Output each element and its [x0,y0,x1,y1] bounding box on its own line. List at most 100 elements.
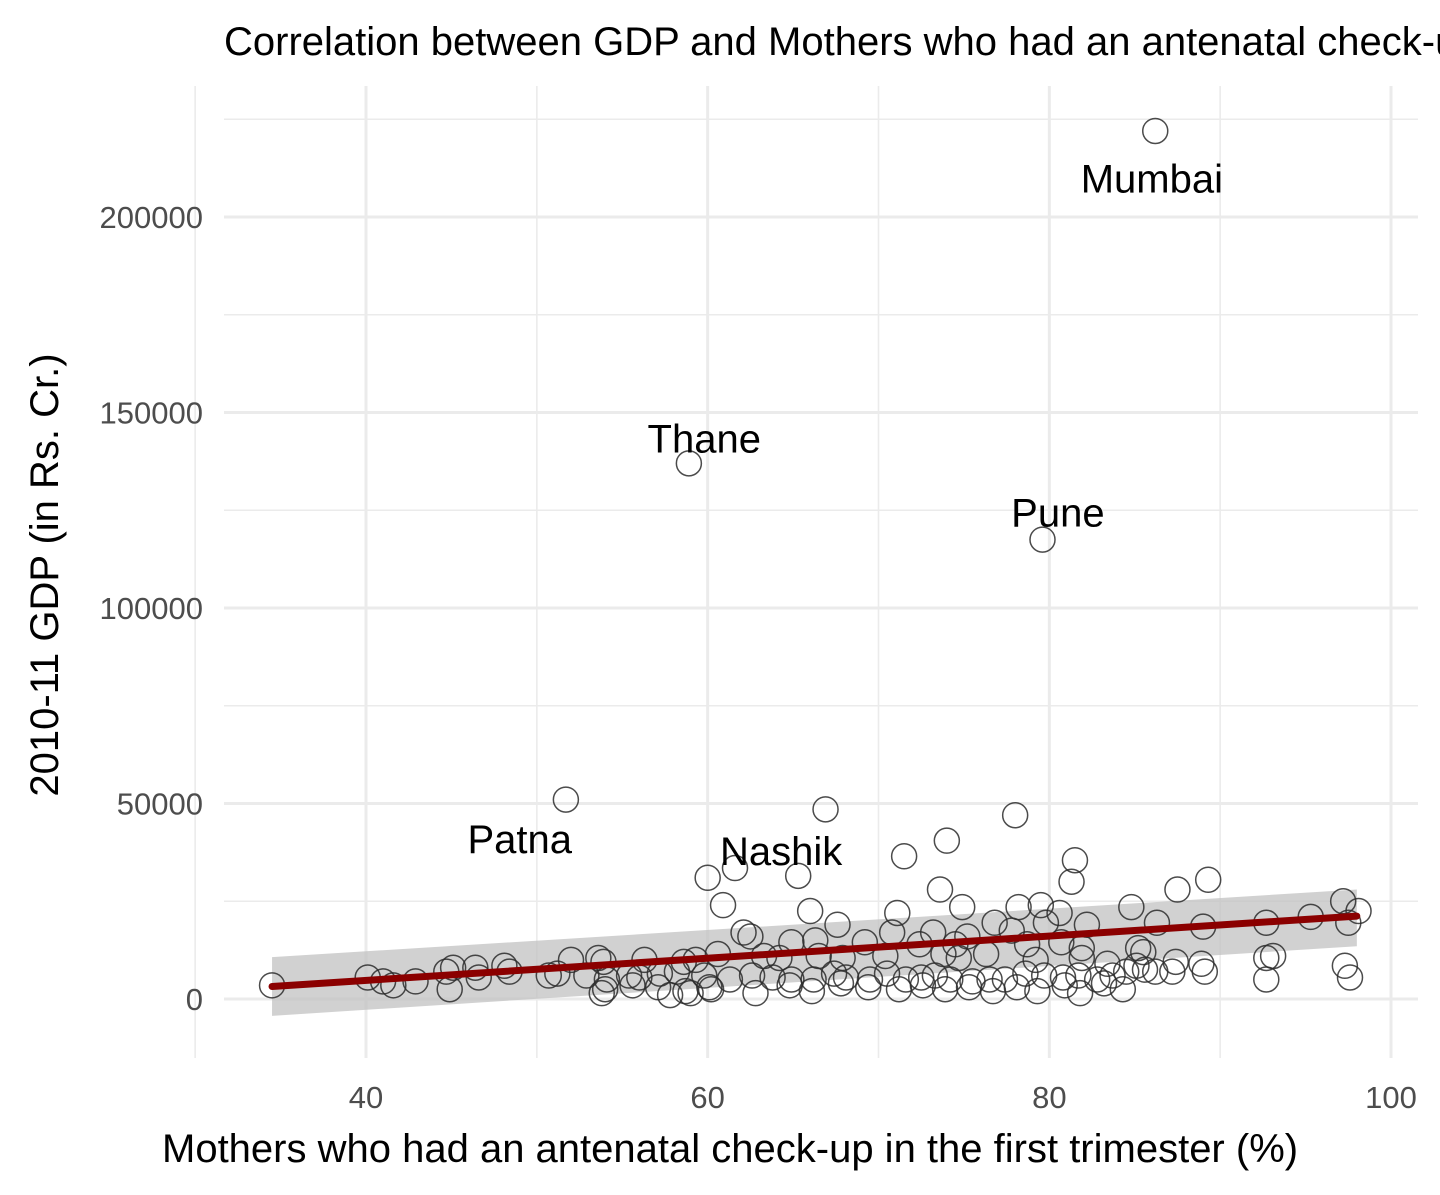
data-point [1142,958,1169,985]
point-annotations: Mumbai Thane Pune Patna Nashik [467,157,1222,874]
data-point [856,966,884,993]
x-tick-label: 100 [1365,1080,1417,1115]
data-point [907,964,935,991]
data-point [1335,909,1362,937]
axis-tick-labels: 40 60 80 100 0 50000 100000 150000 200000 [100,200,1417,1115]
y-tick-label: 50000 [117,787,203,822]
y-tick-label: 150000 [100,396,203,431]
data-point [677,979,704,1007]
data-point [892,966,920,993]
data-point [544,960,571,987]
data-point [656,981,684,1009]
data-point [697,975,725,1003]
data-point [696,974,723,1001]
data-point [1001,801,1029,829]
data-point [1048,929,1075,956]
data-point [1094,950,1121,978]
data-point [1118,893,1145,921]
data-point [1029,526,1056,553]
point-label: Patna [467,818,572,862]
chart-title: Correlation between GDP and Mothers who … [224,20,1440,64]
data-point [462,954,489,981]
data-point [909,972,937,999]
data-point [721,854,749,882]
trend-line [268,912,1361,990]
y-tick-label: 100000 [100,591,203,626]
data-point [1131,956,1159,983]
data-point [1058,868,1085,895]
data-point [691,962,718,989]
data-point [1331,952,1359,980]
data-point [737,923,764,950]
data-point [1109,975,1137,1003]
data-point [380,972,407,999]
data-point [998,917,1025,944]
data-point [827,970,855,997]
data-point [591,975,619,1003]
data-point [832,964,860,991]
data-point [1003,974,1031,1001]
point-label: Pune [1011,492,1104,536]
data-point [812,796,839,823]
data-point [1159,958,1186,985]
data-point [1013,931,1041,958]
data-point [535,962,563,989]
data-point [890,843,918,870]
y-tick-label: 200000 [100,200,203,235]
data-point [776,972,803,999]
data-point [1124,934,1152,962]
data-point [1022,946,1049,974]
data-point [1253,944,1280,972]
data-point [1164,876,1191,903]
data-point [709,891,737,919]
data-point [759,964,786,991]
data-point [1130,938,1157,966]
data-point [1112,958,1140,985]
point-label: Nashik [720,830,843,874]
data-point [694,864,721,892]
data-point [716,966,744,993]
x-tick-label: 80 [1032,1080,1066,1115]
data-point [933,827,961,854]
trend-line-layer [268,912,1361,990]
data-point [948,893,976,921]
data-point [738,962,766,989]
x-axis-title: Mothers who had an antenatal check-up in… [162,1127,1298,1171]
data-point [798,977,826,1005]
y-tick-label: 0 [186,982,203,1017]
data-point [675,450,703,477]
data-point [926,876,954,903]
data-point [931,975,959,1003]
point-label: Mumbai [1081,157,1223,201]
data-point [1099,962,1126,989]
data-point [1066,979,1094,1007]
data-point [1027,891,1055,919]
data-point [1049,964,1077,991]
data-point [1068,944,1096,972]
data-point [552,786,580,813]
data-point [1142,117,1169,145]
data-points [258,117,1372,1009]
data-point [851,929,879,956]
point-label: Thane [648,417,761,461]
data-point [884,899,911,927]
data-point [981,909,1008,937]
x-tick-label: 40 [349,1080,383,1115]
y-axis-title: 2010-11 GDP (in Rs. Cr.) [23,353,67,796]
data-point [976,966,1003,993]
data-point [784,862,812,890]
data-point [766,944,793,972]
data-point [855,974,882,1001]
data-point [439,954,467,981]
data-point [1051,972,1078,999]
data-point [491,952,518,980]
data-point [619,972,646,999]
data-point [1194,866,1222,893]
data-point [742,979,769,1007]
data-point [588,979,615,1007]
data-point [1253,966,1280,993]
data-point [730,919,757,946]
data-point [1083,966,1111,993]
data-point [1191,958,1219,985]
